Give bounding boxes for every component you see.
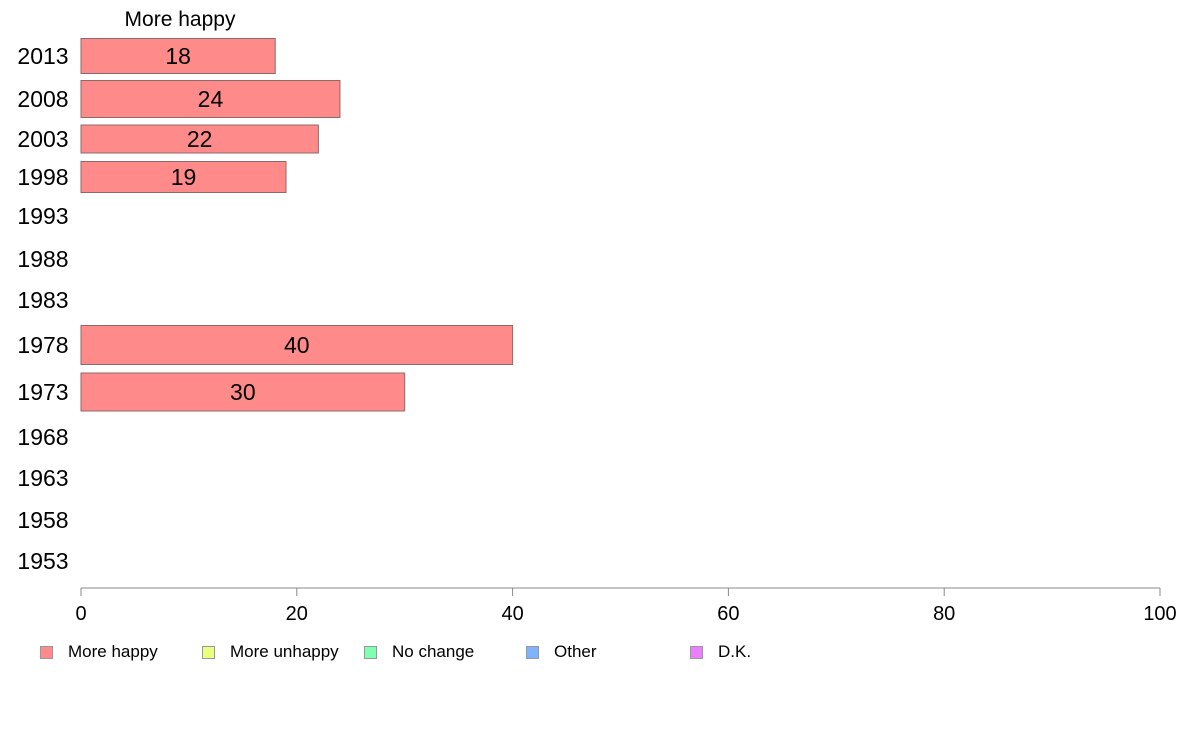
x-tick-label-60: 60 <box>717 603 739 625</box>
bar-1998 <box>80 161 287 193</box>
legend-swatch <box>526 645 539 659</box>
y-tick-label-1963: 1963 <box>17 465 68 491</box>
legend: More happy More unhappy No change Other D.K. <box>40 642 800 662</box>
bar-label-2008: 24 <box>198 86 224 112</box>
bar-label-1973: 30 <box>230 379 256 405</box>
x-tick-label-20: 20 <box>286 603 308 625</box>
legend-item-other: Other <box>526 642 597 662</box>
x-tick-label-40: 40 <box>501 603 523 625</box>
bar-label-2003: 22 <box>187 126 213 152</box>
bar-label-1998: 19 <box>171 164 197 190</box>
legend-swatch <box>40 645 53 659</box>
bar-label-2013: 18 <box>165 43 191 69</box>
legend-swatch <box>202 645 215 659</box>
x-tick-label-0: 0 <box>75 603 86 625</box>
y-tick-label-1958: 1958 <box>17 507 68 533</box>
y-tick-label-2013: 2013 <box>17 43 68 69</box>
y-tick-label-1968: 1968 <box>17 424 68 450</box>
y-tick-label-2003: 2003 <box>17 126 68 152</box>
legend-swatch <box>690 645 703 659</box>
y-tick-label-2008: 2008 <box>17 86 68 112</box>
x-tick-label-80: 80 <box>933 603 955 625</box>
y-tick-label-1998: 1998 <box>17 164 68 190</box>
bar-1978 <box>80 325 514 365</box>
x-axis: 0 20 40 60 80 100 <box>75 587 1177 625</box>
y-tick-label-1953: 1953 <box>17 548 68 574</box>
bars <box>80 38 514 412</box>
y-tick-label-1993: 1993 <box>17 203 68 229</box>
legend-label: Other <box>554 642 597 661</box>
bar-label-1978: 40 <box>284 332 310 358</box>
legend-swatch <box>364 645 377 659</box>
y-tick-label-1983: 1983 <box>17 287 68 313</box>
legend-item-more-happy: More happy <box>40 642 158 662</box>
bar-2008 <box>80 80 341 118</box>
bar-1973 <box>80 372 406 412</box>
bar-data-labels: 18 24 22 19 40 30 <box>165 43 309 405</box>
bar-2013 <box>80 38 276 74</box>
legend-item-no-change: No change <box>364 642 474 662</box>
bar-2003 <box>80 124 319 154</box>
x-tick-label-100: 100 <box>1143 603 1176 625</box>
legend-item-d-k: D.K. <box>690 642 751 662</box>
legend-item-more-unhappy: More unhappy <box>202 642 339 662</box>
y-tick-label-1988: 1988 <box>17 246 68 272</box>
legend-label: More unhappy <box>230 642 339 661</box>
panel-title: More happy <box>125 8 236 31</box>
legend-label: More happy <box>68 642 158 661</box>
legend-label: D.K. <box>718 642 752 661</box>
legend-label: No change <box>392 642 475 661</box>
y-axis-labels: 2013 2008 2003 1998 1993 1988 1983 1978 1973 1968… <box>17 43 68 574</box>
y-tick-label-1973: 1973 <box>17 379 68 405</box>
y-tick-label-1978: 1978 <box>17 332 68 358</box>
